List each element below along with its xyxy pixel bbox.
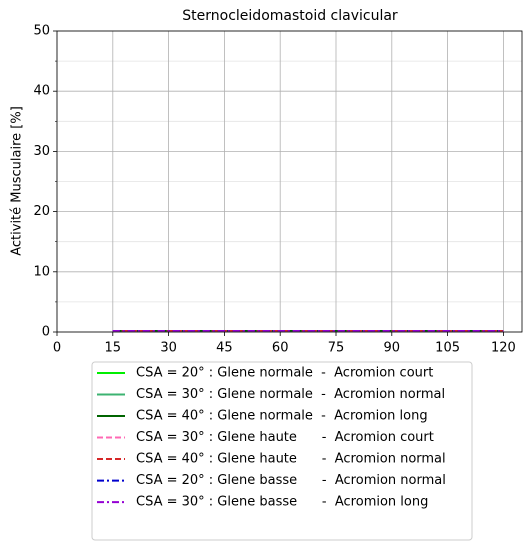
legend-box	[91, 361, 473, 541]
x-tick-label: 120	[491, 341, 516, 356]
x-tick-label: 105	[435, 341, 460, 356]
x-tick-label: 75	[328, 341, 345, 356]
y-tick-label: 10	[33, 264, 50, 279]
legend-label: CSA = 30° : Glene normale - Acromion nor…	[136, 387, 445, 402]
legend-label: CSA = 30° : Glene basse - Acromion long	[136, 495, 428, 510]
chart-title: Sternocleidomastoid clavicular	[182, 8, 398, 24]
legend-label: CSA = 40° : Glene haute - Acromion norma…	[136, 452, 446, 467]
y-tick-label: 20	[33, 204, 50, 219]
x-tick-label: 60	[272, 341, 289, 356]
x-tick-label: 45	[216, 341, 233, 356]
x-tick-label: 15	[105, 341, 122, 356]
y-tick-label: 30	[33, 144, 50, 159]
plot-frame	[56, 30, 523, 333]
y-tick-label: 0	[42, 325, 50, 340]
x-tick-label: 30	[160, 341, 177, 356]
x-tick-label: 90	[384, 341, 401, 356]
x-tick-label: 0	[53, 341, 61, 356]
legend-label: CSA = 20° : Glene basse - Acromion norma…	[136, 473, 446, 488]
y-tick-label: 50	[33, 24, 50, 39]
y-axis-label: Activité Musculaire [%]	[10, 106, 25, 256]
legend-label: CSA = 20° : Glene normale - Acromion cou…	[136, 366, 433, 381]
legend-label: CSA = 40° : Glene normale - Acromion lon…	[136, 409, 428, 424]
legend-label: CSA = 30° : Glene haute - Acromion court	[136, 430, 434, 445]
y-tick-label: 40	[33, 84, 50, 99]
